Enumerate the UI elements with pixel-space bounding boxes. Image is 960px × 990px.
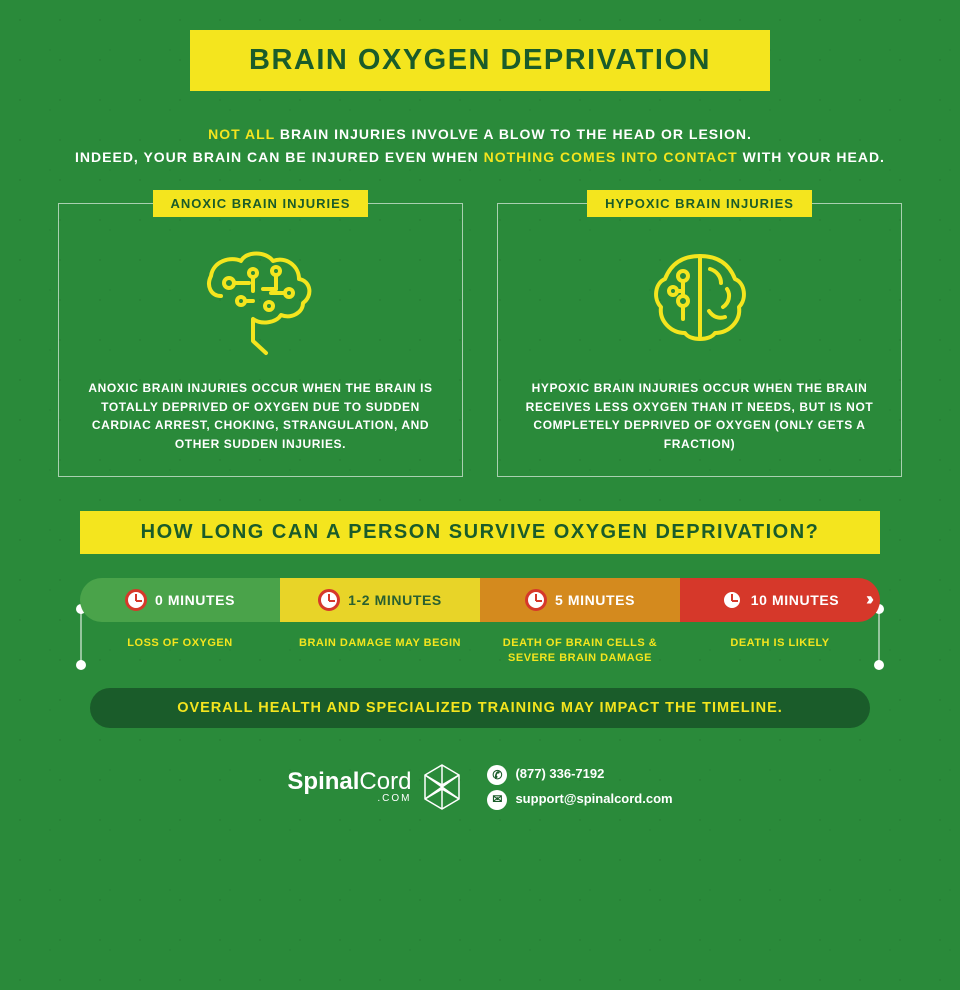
timeline-time-3: 10 MINUTES: [751, 592, 839, 608]
connector-dot: [874, 660, 884, 670]
intro-highlight-1: NOT ALL: [208, 126, 275, 142]
brain-circuit-icon: [79, 241, 442, 361]
footer: SpinalCord .COM ✆ (877) 336-7192 ✉ support…: [0, 762, 960, 811]
timeline-label-0: LOSS OF OXYGEN: [80, 636, 280, 667]
phone-icon: ✆: [487, 765, 507, 785]
anoxic-card: ANOXIC BRAIN INJURIES: [58, 203, 463, 476]
timeline-time-1: 1-2 MINUTES: [348, 592, 442, 608]
phone-number: (877) 336-7192: [515, 766, 604, 781]
hypoxic-card: HYPOXIC BRAIN INJURIES HYPOXIC BR: [497, 203, 902, 476]
timeline-seg-0: 0 MINUTES: [80, 578, 280, 622]
timeline-time-2: 5 MINUTES: [555, 592, 635, 608]
note-bar: OVERALL HEALTH AND SPECIALIZED TRAINING …: [90, 688, 870, 728]
intro-line-2a: INDEED, YOUR BRAIN CAN BE INJURED EVEN W…: [75, 149, 484, 165]
intro-line-1: BRAIN INJURIES INVOLVE A BLOW TO THE HEA…: [275, 126, 752, 142]
timeline-seg-1: 1-2 MINUTES: [280, 578, 480, 622]
timeline-bar: 0 MINUTES 1-2 MINUTES 5 MINUTES 10 MINUT…: [80, 578, 880, 622]
connector-dot: [76, 660, 86, 670]
phone-row: ✆ (877) 336-7192: [487, 762, 672, 787]
anoxic-card-text: ANOXIC BRAIN INJURIES OCCUR WHEN THE BRA…: [79, 379, 442, 453]
timeline-time-0: 0 MINUTES: [155, 592, 235, 608]
page-title: BRAIN OXYGEN DEPRIVATION: [190, 30, 770, 91]
clock-icon: [318, 589, 340, 611]
logo-reg: Cord: [359, 768, 411, 795]
logo-bold: Spinal: [287, 768, 359, 795]
timeline-label-1: BRAIN DAMAGE MAY BEGIN: [280, 636, 480, 667]
intro-text: NOT ALL BRAIN INJURIES INVOLVE A BLOW TO…: [70, 123, 890, 169]
clock-icon: [125, 589, 147, 611]
logo: SpinalCord .COM: [287, 763, 463, 811]
contact-info: ✆ (877) 336-7192 ✉ support@spinalcord.com: [487, 762, 672, 811]
hypoxic-card-text: HYPOXIC BRAIN INJURIES OCCUR WHEN THE BR…: [518, 379, 881, 453]
clock-icon: [721, 589, 743, 611]
timeline-labels: LOSS OF OXYGEN BRAIN DAMAGE MAY BEGIN DE…: [80, 636, 880, 667]
email-address: support@spinalcord.com: [515, 791, 672, 806]
timeline: 0 MINUTES 1-2 MINUTES 5 MINUTES 10 MINUT…: [80, 578, 880, 667]
intro-highlight-2: NOTHING COMES INTO CONTACT: [484, 149, 738, 165]
chevron-right-icon: ››: [866, 589, 870, 610]
email-row: ✉ support@spinalcord.com: [487, 787, 672, 812]
timeline-title: HOW LONG CAN A PERSON SURVIVE OXYGEN DEP…: [80, 511, 880, 554]
clock-icon: [525, 589, 547, 611]
timeline-label-3: DEATH IS LIKELY: [680, 636, 880, 667]
timeline-seg-3: 10 MINUTES ››: [680, 578, 880, 622]
spinal-cube-icon: [421, 763, 463, 811]
cards-row: ANOXIC BRAIN INJURIES: [40, 203, 920, 476]
intro-line-2c: WITH YOUR HEAD.: [738, 149, 885, 165]
hypoxic-card-title: HYPOXIC BRAIN INJURIES: [587, 190, 812, 217]
brain-partial-icon: [518, 241, 881, 361]
logo-sub: .COM: [287, 794, 411, 804]
email-icon: ✉: [487, 790, 507, 810]
timeline-seg-2: 5 MINUTES: [480, 578, 680, 622]
anoxic-card-title: ANOXIC BRAIN INJURIES: [153, 190, 369, 217]
timeline-label-2: DEATH OF BRAIN CELLS & SEVERE BRAIN DAMA…: [480, 636, 680, 667]
logo-text: SpinalCord .COM: [287, 770, 411, 804]
